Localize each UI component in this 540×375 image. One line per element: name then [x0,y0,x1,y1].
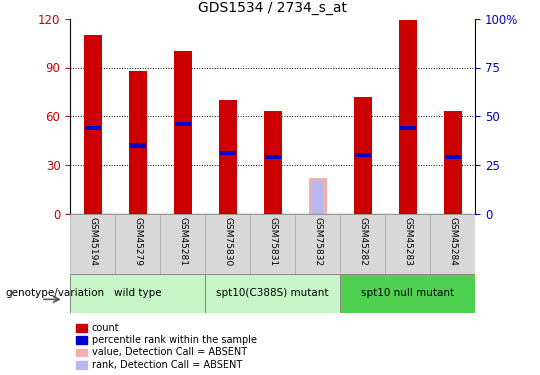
Text: GSM45194: GSM45194 [88,217,97,266]
Bar [385,214,430,274]
Bar [444,155,461,159]
Bar [265,155,281,159]
Bar [70,214,115,274]
Bar [399,20,417,214]
Bar [340,274,475,313]
Text: GSM75830: GSM75830 [223,217,232,266]
Text: GSM75832: GSM75832 [313,217,322,266]
Bar [174,51,192,214]
Bar [85,126,101,130]
Text: wild type: wild type [114,288,161,298]
Text: GSM45284: GSM45284 [448,217,457,266]
Bar [264,111,282,214]
Bar [312,181,323,214]
Text: count: count [92,323,119,333]
Text: GSM45282: GSM45282 [358,217,367,266]
Text: spt10 null mutant: spt10 null mutant [361,288,454,298]
Bar [174,122,191,126]
Text: value, Detection Call = ABSENT: value, Detection Call = ABSENT [92,348,247,357]
Bar [355,153,371,157]
Text: spt10(C388S) mutant: spt10(C388S) mutant [217,288,329,298]
Bar [160,214,205,274]
Bar [130,144,146,147]
Bar [84,35,102,214]
Bar [220,151,236,155]
Bar [400,126,416,130]
Bar [219,100,237,214]
Bar [70,274,205,313]
Bar [205,214,250,274]
Bar [309,178,327,214]
Text: GSM45279: GSM45279 [133,217,142,266]
Text: percentile rank within the sample: percentile rank within the sample [92,335,257,345]
Text: GSM45281: GSM45281 [178,217,187,266]
Bar [340,214,385,274]
Text: GSM75831: GSM75831 [268,217,277,266]
Bar [115,214,160,274]
Title: GDS1534 / 2734_s_at: GDS1534 / 2734_s_at [198,1,347,15]
Bar [354,97,372,214]
Bar [205,274,340,313]
Bar [250,214,295,274]
Bar [430,214,475,274]
Bar [295,214,340,274]
Text: genotype/variation: genotype/variation [5,288,105,298]
Bar [129,71,147,214]
Text: GSM45283: GSM45283 [403,217,412,266]
Text: rank, Detection Call = ABSENT: rank, Detection Call = ABSENT [92,360,242,370]
Bar [444,111,462,214]
